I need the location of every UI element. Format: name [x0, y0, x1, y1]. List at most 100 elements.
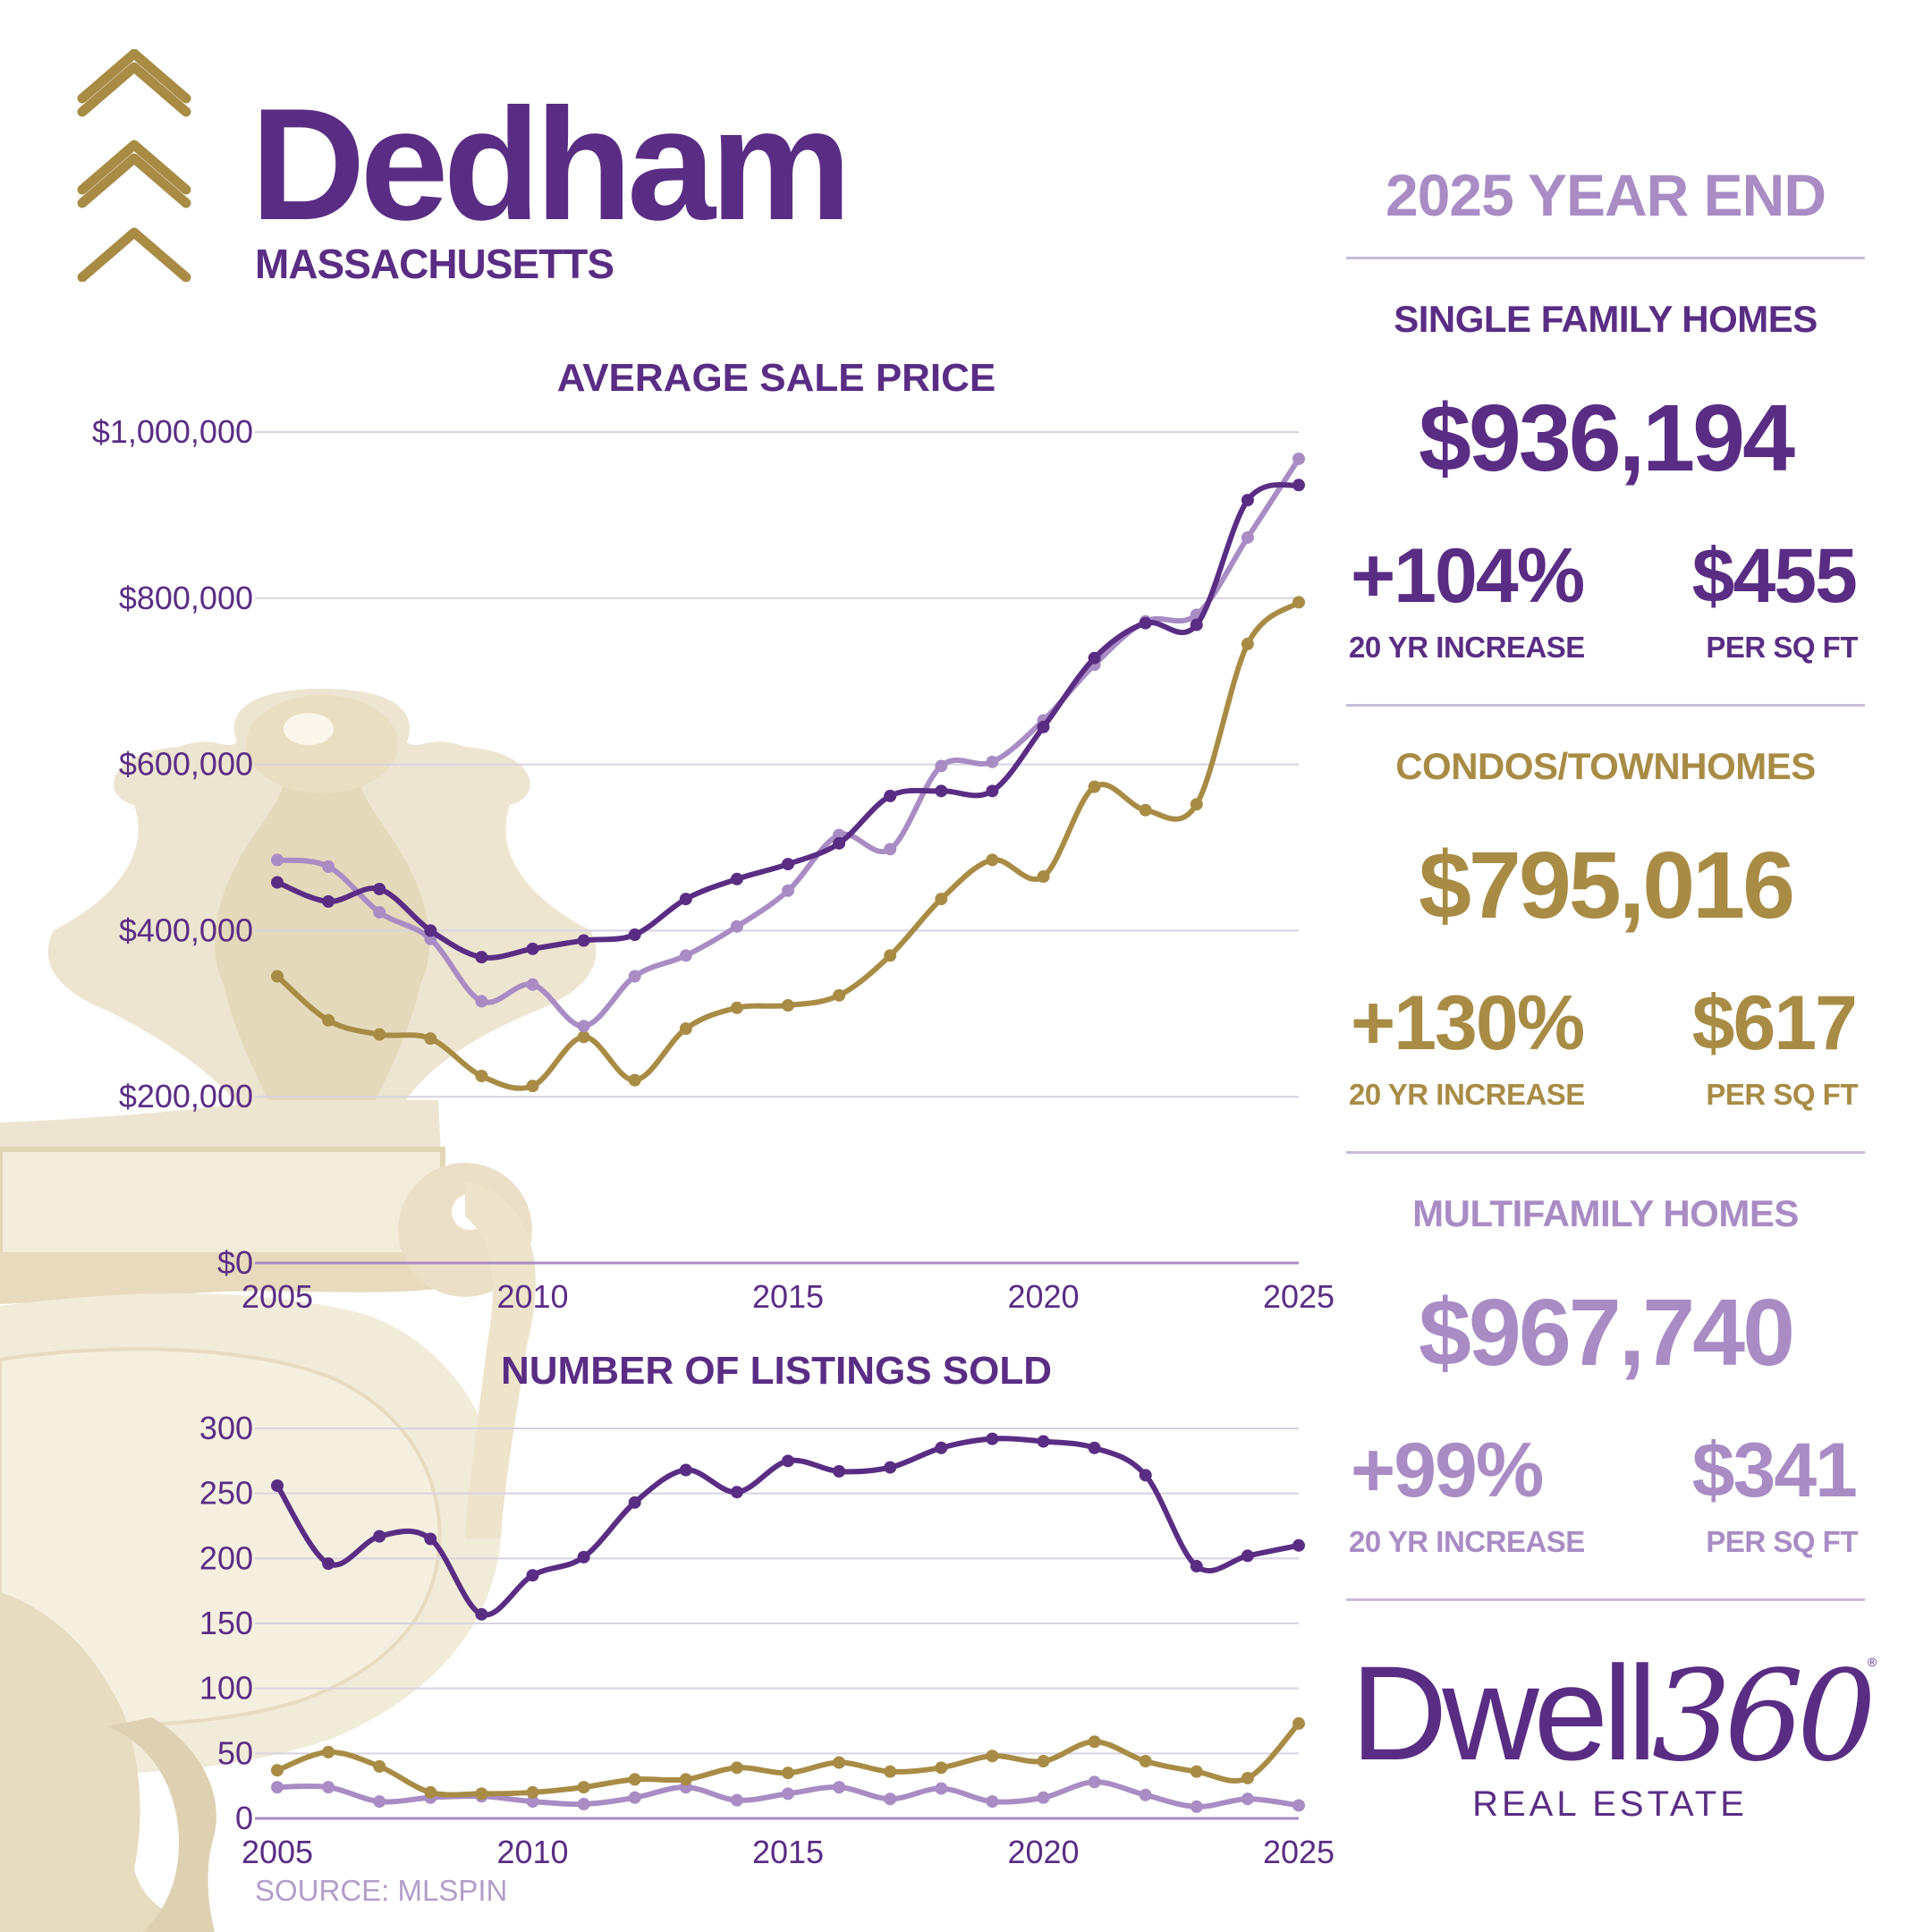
data-point-condo	[1292, 596, 1305, 609]
brand-number: 360	[1651, 1644, 1877, 1790]
data-point-single-family	[424, 1532, 437, 1546]
registered-mark: ®	[1868, 1655, 1877, 1669]
segment-ppsf-label: PER SQ FT	[1706, 631, 1858, 664]
segment-price-single-family: $936,194	[1418, 386, 1795, 491]
data-point-condo	[935, 893, 948, 906]
segment-increase-label: 20 YR INCREASE	[1349, 1525, 1585, 1558]
city-title: Dedham	[250, 75, 852, 253]
y-tick-label: 50	[217, 1734, 253, 1771]
data-point-single-family	[833, 836, 846, 850]
x-tick-label: 2015	[752, 1834, 824, 1870]
segment-title-multifamily: MULTIFAMILY HOMES	[1412, 1192, 1799, 1234]
data-point-condo	[730, 1001, 743, 1014]
x-tick-label: 2005	[242, 1278, 313, 1315]
data-point-multifamily	[628, 970, 641, 983]
brand-subtitle: REAL ESTATE	[1472, 1784, 1748, 1824]
data-point-single-family	[730, 872, 743, 886]
data-point-multifamily	[986, 755, 999, 768]
data-point-condo	[271, 1764, 284, 1777]
data-point-single-family	[986, 1432, 999, 1445]
data-point-condo	[526, 1080, 539, 1093]
data-point-single-family	[1037, 720, 1050, 733]
data-point-condo	[730, 1761, 743, 1775]
data-point-multifamily	[628, 1791, 641, 1804]
data-point-single-family	[935, 1441, 948, 1454]
divider	[1346, 1151, 1865, 1154]
data-point-condo	[373, 1028, 386, 1041]
data-point-multifamily	[986, 1795, 999, 1809]
data-point-multifamily	[884, 1792, 897, 1806]
y-tick-label: 0	[235, 1800, 253, 1836]
data-point-multifamily	[1292, 452, 1305, 465]
data-point-single-family	[884, 1461, 897, 1474]
data-point-single-family	[628, 928, 641, 942]
data-point-condo	[577, 1781, 590, 1794]
data-point-condo	[475, 1787, 488, 1801]
data-point-single-family	[1139, 616, 1152, 630]
x-tick-label: 2015	[752, 1278, 824, 1315]
segment-ppsf-single-family: $455	[1691, 533, 1858, 619]
data-point-multifamily	[322, 860, 335, 873]
data-point-single-family	[1139, 1469, 1152, 1482]
data-point-single-family	[373, 1530, 386, 1543]
data-point-multifamily	[935, 759, 948, 773]
series-line-condo	[275, 599, 1301, 1091]
data-point-multifamily	[782, 1787, 794, 1801]
data-point-multifamily	[373, 1795, 386, 1809]
data-point-multifamily	[373, 905, 386, 919]
data-point-condo	[679, 1773, 692, 1786]
series-line-single-family	[275, 1436, 1300, 1618]
data-point-condo	[373, 1759, 386, 1773]
period-title: 2025 YEAR END	[1385, 162, 1826, 228]
data-point-condo	[1037, 870, 1050, 884]
data-point-single-family	[373, 882, 386, 895]
data-point-condo	[628, 1073, 641, 1087]
y-tick-label: 150	[199, 1605, 253, 1641]
y-tick-label: $600,000	[119, 746, 253, 783]
data-point-multifamily	[1292, 1799, 1305, 1812]
data-point-condo	[1190, 1765, 1203, 1778]
x-tick-label: 2025	[1263, 1278, 1335, 1315]
segment-price-multifamily: $967,740	[1418, 1280, 1795, 1385]
segment-increase-label: 20 YR INCREASE	[1349, 1078, 1585, 1111]
data-point-single-family	[322, 1557, 335, 1571]
data-point-single-family	[679, 893, 692, 906]
segment-title-condo: CONDOS/TOWNHOMES	[1395, 745, 1816, 787]
x-tick-label: 2010	[496, 1278, 568, 1315]
data-point-single-family	[1088, 651, 1101, 665]
data-point-multifamily	[679, 949, 692, 962]
data-point-single-family	[526, 942, 539, 955]
data-point-multifamily	[526, 1795, 539, 1809]
data-point-condo	[833, 988, 846, 1002]
data-point-single-family	[679, 1463, 692, 1477]
listings-chart-title: NUMBER OF LISTINGS SOLD	[501, 1349, 1052, 1393]
data-point-single-family	[424, 924, 437, 937]
y-tick-label: 250	[199, 1475, 253, 1512]
data-point-single-family	[271, 876, 284, 889]
x-tick-label: 2020	[1007, 1278, 1079, 1315]
data-point-single-family	[1190, 1560, 1203, 1573]
x-tick-label: 2025	[1263, 1834, 1335, 1870]
price-chart-title: AVERAGE SALE PRICE	[557, 356, 996, 400]
data-point-condo	[782, 999, 794, 1013]
data-point-multifamily	[322, 1781, 335, 1794]
data-point-single-family	[730, 1486, 743, 1499]
data-point-condo	[424, 1785, 437, 1799]
data-point-condo	[475, 1069, 488, 1082]
data-point-condo	[1037, 1755, 1050, 1768]
data-point-single-family	[526, 1569, 539, 1582]
y-tick-label: $200,000	[119, 1078, 253, 1114]
data-point-condo	[577, 1030, 590, 1044]
data-point-single-family	[322, 894, 335, 908]
data-point-multifamily	[1190, 1800, 1203, 1813]
data-point-single-family	[577, 934, 590, 947]
data-point-condo	[1241, 1771, 1254, 1784]
data-point-single-family	[1190, 618, 1203, 631]
data-point-condo	[884, 949, 897, 962]
segment-ppsf-label: PER SQ FT	[1706, 1078, 1858, 1111]
segment-increase-multifamily: +99%	[1351, 1428, 1544, 1513]
data-point-condo	[322, 1745, 335, 1758]
divider	[1346, 257, 1865, 259]
data-point-condo	[1190, 798, 1203, 811]
y-tick-label: $0	[217, 1244, 253, 1281]
